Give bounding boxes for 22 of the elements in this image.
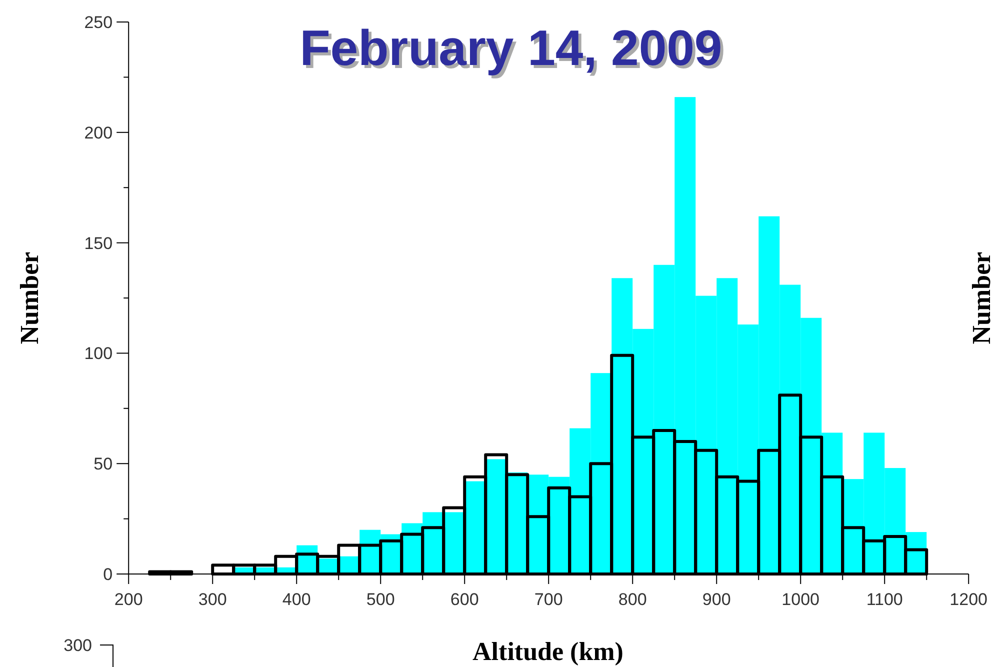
x-tick-label: 900	[702, 590, 731, 609]
x-tick-label: 200	[114, 590, 143, 609]
y-tick-label: 0	[103, 565, 113, 584]
x-tick-label: 600	[450, 590, 479, 609]
x-tick-label: 700	[534, 590, 563, 609]
y-tick-label: 150	[84, 234, 113, 253]
x-tick-label: 800	[618, 590, 647, 609]
x-axis-title: Altitude (km)	[472, 637, 624, 666]
y-tick-label: 250	[84, 13, 113, 32]
x-tick-label: 1100	[866, 590, 903, 609]
x-tick-label: 1200	[950, 590, 988, 609]
y-tick-label: 200	[84, 123, 113, 142]
y-tick-label: 50	[94, 454, 113, 474]
x-tick-label: 400	[282, 590, 311, 609]
y-tick-label: 100	[84, 344, 113, 364]
y-axis-title: Number	[15, 252, 44, 344]
x-tick-label: 500	[366, 590, 395, 609]
x-tick-label: 1000	[782, 590, 820, 609]
chart-title: February 14, 2009	[302, 23, 726, 79]
y2-axis-title: Number	[967, 252, 996, 344]
text: 300	[64, 636, 92, 655]
x-tick-label: 300	[198, 590, 227, 609]
